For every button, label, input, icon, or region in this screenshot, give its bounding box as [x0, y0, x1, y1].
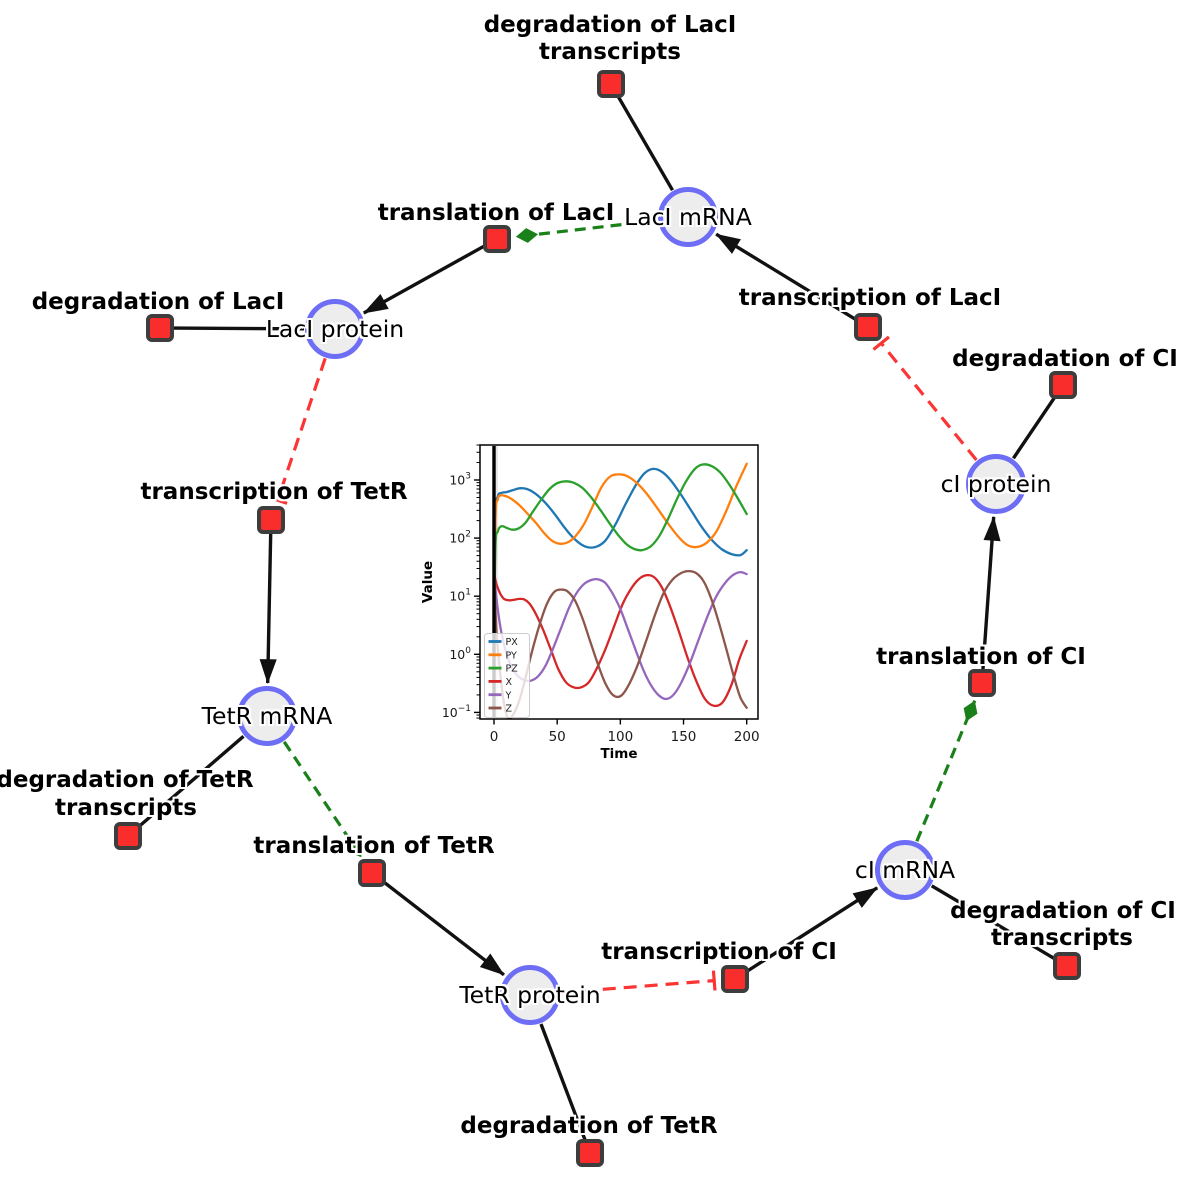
- reaction-label-transcription_lacI-line0: transcription of LacI: [738, 285, 1002, 311]
- edge-inhibition-tetR_protein--transcription_cI: [560, 970, 717, 995]
- reaction-label-translation_tetR-line0: translation of TetR: [253, 833, 495, 859]
- edge-arrow-translation_cI--cI_protein: [981, 515, 1001, 671]
- reaction-label-deg_lacI_transcripts-line1: transcripts: [539, 39, 681, 65]
- chart-axes-box: [479, 444, 759, 720]
- species-label-tetR_protein: TetR protein: [459, 981, 601, 1009]
- chart-startup-band: [492, 445, 498, 719]
- edge-line-tetR_mRNA--deg_tetR_transcripts: [136, 735, 245, 829]
- series-line-Y: [492, 570, 748, 701]
- species-node-cI_mRNA: [875, 840, 935, 900]
- edge-arrow-transcription_tetR--tetR_mRNA: [259, 532, 277, 684]
- y-axis-tick-label: 101: [449, 588, 471, 604]
- reaction-label-deg_cI_transcripts-line1: transcripts: [991, 925, 1133, 951]
- reaction-node-transcription_lacI: [854, 313, 882, 341]
- reaction-node-transcription_cI: [721, 965, 749, 993]
- reaction-node-deg_cI_transcripts: [1053, 952, 1081, 980]
- edge-inhibition-cI_protein--transcription_lacI: [872, 335, 978, 462]
- series-line-PZ: [492, 463, 748, 679]
- reaction-node-translation_lacI: [483, 225, 511, 253]
- y-axis-tick-label: 102: [449, 530, 471, 546]
- reaction-node-deg_lacI: [146, 314, 174, 342]
- species-node-tetR_protein: [500, 965, 560, 1025]
- reaction-label-translation_lacI-line0: translation of LacI: [377, 200, 615, 226]
- reaction-node-transcription_tetR: [257, 506, 285, 534]
- edge-modifier-tetR_mRNA--translation_tetR: [282, 740, 363, 859]
- species-label-cI_mRNA: cI mRNA: [854, 856, 956, 884]
- edge-line-lacI_protein--deg_lacI: [172, 326, 305, 331]
- x-axis-tick-label: 100: [607, 729, 633, 745]
- reaction-node-deg_tetR: [576, 1139, 604, 1167]
- chart-legend: PX PY PZ XYZ: [484, 633, 530, 718]
- edge-arrow-transcription_cI--cI_mRNA: [744, 886, 879, 974]
- legend-entry-Z: Z: [506, 704, 513, 715]
- species-label-lacI_protein: LacI protein: [265, 315, 405, 343]
- reaction-label-deg_cI_transcripts-line0: degradation of CI: [950, 898, 1176, 924]
- legend-entry-PY: PY: [506, 650, 518, 661]
- edge-modifier-cI_mRNA--translation_cI: [915, 699, 978, 842]
- species-label-lacI_mRNA: LacI mRNA: [624, 203, 752, 231]
- edge-arrow-translation_tetR--tetR_protein: [381, 879, 505, 977]
- x-axis-tick-label: 200: [734, 729, 760, 745]
- reaction-label-deg_cI-line0: degradation of CI: [952, 346, 1178, 372]
- edge-line-cI_mRNA--deg_cI_transcripts: [930, 884, 1057, 961]
- reaction-node-translation_cI: [968, 669, 996, 697]
- edge-arrow-transcription_lacI--lacI_mRNA: [715, 232, 858, 322]
- reaction-label-translation_cI-line0: translation of CI: [876, 644, 1086, 670]
- reaction-node-deg_cI: [1049, 371, 1077, 399]
- series-line-PX: [492, 467, 748, 679]
- y-axis-tick-label: 103: [449, 472, 471, 488]
- x-axis-tick-label: 150: [671, 729, 697, 745]
- y-axis-tick-label: 10−1: [442, 704, 471, 720]
- species-node-lacI_protein: [305, 299, 365, 359]
- species-label-tetR_mRNA: TetR mRNA: [201, 702, 333, 730]
- series-line-PY: [492, 462, 748, 679]
- y-axis-title: Value: [420, 561, 436, 603]
- inset-chart-group: 0 50 100 150 20010−1100101102103TimeValuePXP…: [420, 444, 760, 762]
- reaction-label-deg_lacI-line0: degradation of LacI: [31, 289, 285, 315]
- x-axis-tick-label: 50: [549, 729, 566, 745]
- reaction-label-deg_tetR_transcripts-line1: transcripts: [55, 795, 197, 821]
- edge-arrow-translation_lacI--lacI_protein: [362, 243, 487, 315]
- edge-inhibition-lacI_protein--transcription_tetR: [267, 357, 327, 505]
- edge-line-lacI_mRNA--deg_lacI_transcripts: [616, 94, 674, 192]
- legend-box: [484, 633, 530, 718]
- species-node-lacI_mRNA: [658, 187, 718, 247]
- legend-entry-Y: Y: [505, 690, 512, 701]
- legend-entry-X: X: [506, 677, 513, 688]
- reaction-node-deg_tetR_transcripts: [114, 822, 142, 850]
- reaction-label-deg_tetR-line0: degradation of TetR: [460, 1113, 718, 1139]
- species-label-cI_protein: cI protein: [940, 470, 1052, 498]
- reaction-label-transcription_tetR-line0: transcription of TetR: [140, 479, 408, 505]
- reaction-node-deg_lacI_transcripts: [597, 70, 625, 98]
- reaction-node-translation_tetR: [358, 859, 386, 887]
- species-node-tetR_mRNA: [237, 686, 297, 746]
- species-node-cI_protein: [966, 454, 1026, 514]
- legend-entry-PZ: PZ: [506, 664, 519, 675]
- reaction-label-deg_tetR_transcripts-line0: degradation of TetR: [0, 767, 254, 793]
- edge-modifier-lacI_mRNA--translation_lacI: [515, 218, 658, 243]
- edge-line-tetR_protein--deg_tetR: [539, 1023, 587, 1142]
- reaction-label-deg_lacI_transcripts-line0: degradation of LacI: [483, 12, 737, 38]
- edge-line-cI_protein--deg_cI: [1011, 394, 1058, 460]
- series-line-Z: [492, 569, 748, 719]
- y-axis-tick-label: 100: [449, 646, 471, 662]
- x-axis-tick-label: 0: [490, 729, 499, 745]
- reaction-label-transcription_cI-line0: transcription of CI: [601, 939, 837, 965]
- legend-entry-PX: PX: [506, 637, 519, 648]
- series-line-X: [492, 571, 748, 708]
- x-axis-title: Time: [600, 746, 637, 762]
